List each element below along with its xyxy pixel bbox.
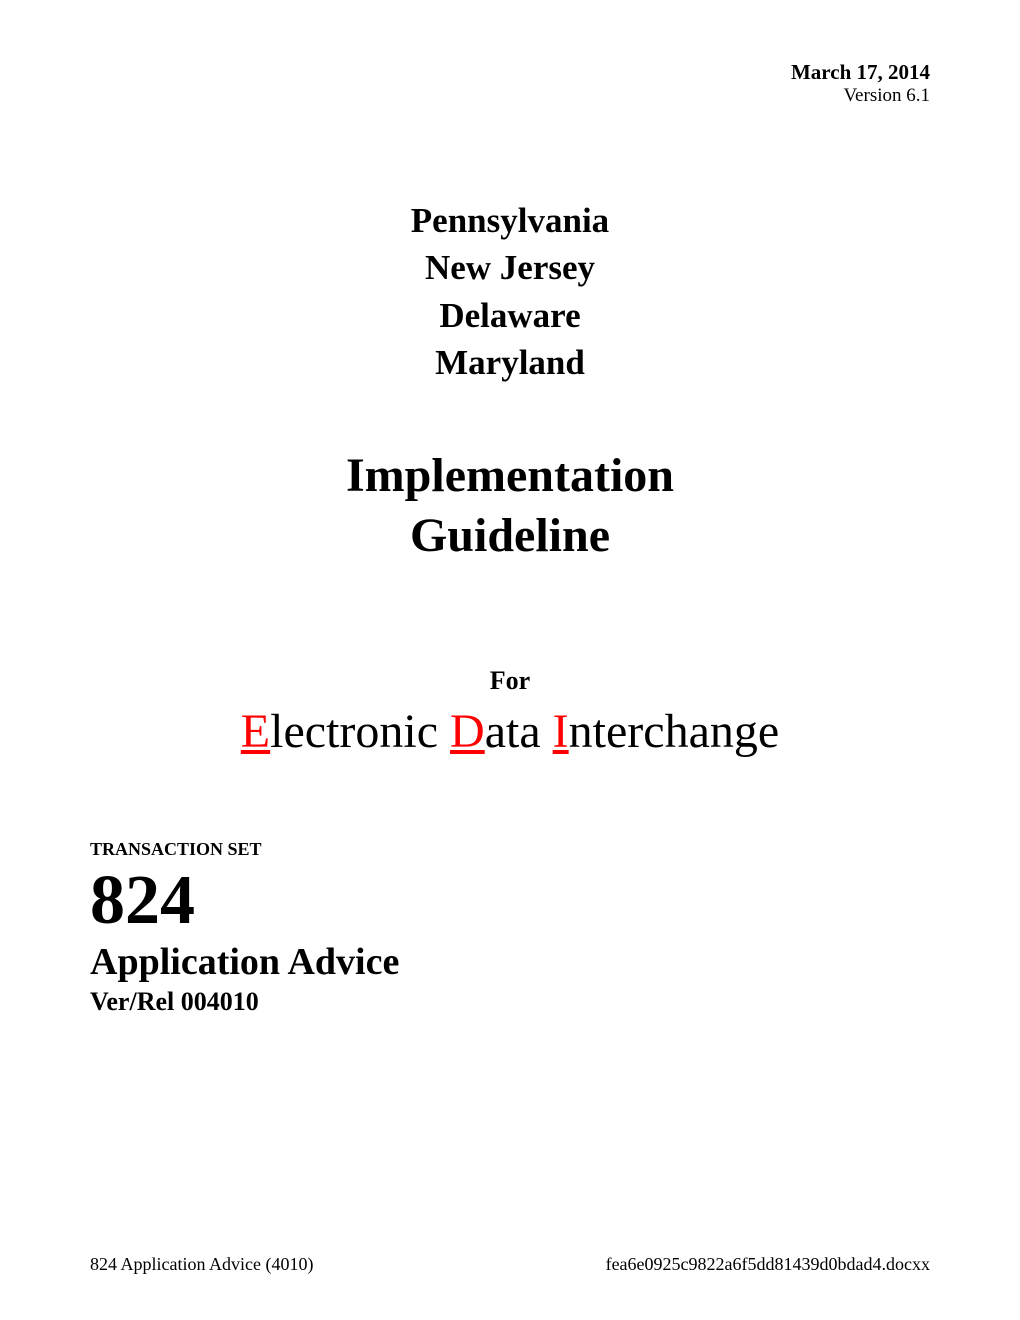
title-line-2: Guideline bbox=[90, 506, 930, 566]
document-date: March 17, 2014 bbox=[90, 60, 930, 85]
states-list: Pennsylvania New Jersey Delaware Marylan… bbox=[90, 197, 930, 386]
document-version: Version 6.1 bbox=[90, 85, 930, 107]
edi-i-rest: nterchange bbox=[569, 705, 780, 758]
edi-d-capital: D bbox=[450, 705, 485, 758]
footer-right-text: fea6e0925c9822a6f5dd81439d0bdad4.docxx bbox=[606, 1254, 930, 1275]
header-block: March 17, 2014 Version 6.1 bbox=[90, 60, 930, 107]
page-footer: 824 Application Advice (4010) fea6e0925c… bbox=[90, 1254, 930, 1275]
state-delaware: Delaware bbox=[90, 292, 930, 339]
state-new-jersey: New Jersey bbox=[90, 244, 930, 291]
state-pennsylvania: Pennsylvania bbox=[90, 197, 930, 244]
edi-i-capital: I bbox=[553, 705, 569, 758]
version-release: Ver/Rel 004010 bbox=[90, 987, 930, 1017]
application-advice-title: Application Advice bbox=[90, 940, 930, 986]
document-title: Implementation Guideline bbox=[90, 446, 930, 566]
edi-e-capital: E bbox=[241, 705, 270, 758]
for-label: For bbox=[90, 666, 930, 696]
edi-e-rest: lectronic bbox=[270, 705, 450, 758]
transaction-set-label: TRANSACTION SET bbox=[90, 839, 930, 860]
edi-d-rest: ata bbox=[485, 705, 553, 758]
edi-title: Electronic Data Interchange bbox=[90, 704, 930, 759]
footer-left-text: 824 Application Advice (4010) bbox=[90, 1254, 313, 1275]
state-maryland: Maryland bbox=[90, 339, 930, 386]
transaction-set-number: 824 bbox=[90, 864, 930, 938]
title-line-1: Implementation bbox=[90, 446, 930, 506]
